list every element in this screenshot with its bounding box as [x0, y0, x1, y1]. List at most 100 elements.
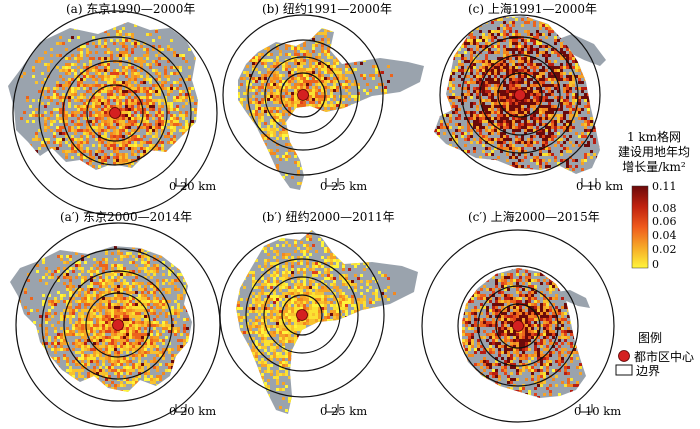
raster-cell	[479, 126, 482, 129]
raster-cell	[143, 192, 146, 195]
raster-cell	[92, 75, 95, 78]
raster-cell	[366, 83, 369, 86]
raster-cell	[44, 117, 47, 120]
raster-cell	[89, 156, 92, 159]
raster-cell	[560, 48, 563, 51]
raster-cell	[33, 333, 36, 336]
raster-cell	[137, 165, 140, 168]
raster-cell	[413, 51, 416, 54]
raster-cell	[270, 92, 273, 95]
panel-title: (a) 东京1990—2000年	[66, 2, 195, 16]
raster-cell	[527, 138, 530, 141]
raster-cell	[327, 47, 330, 50]
raster-cell	[366, 128, 369, 131]
raster-cell	[554, 183, 557, 186]
raster-cell	[548, 126, 551, 129]
raster-cell	[509, 27, 512, 30]
raster-cell	[348, 107, 351, 110]
raster-cell	[449, 30, 452, 33]
raster-cell	[68, 192, 71, 195]
raster-cell	[57, 270, 60, 273]
raster-cell	[587, 120, 590, 123]
raster-cell	[327, 95, 330, 98]
raster-cell	[140, 141, 143, 144]
raster-cell	[101, 75, 104, 78]
raster-cell	[167, 45, 170, 48]
raster-cell	[81, 297, 84, 300]
raster-cell	[65, 72, 68, 75]
raster-cell	[351, 104, 354, 107]
raster-cell	[273, 116, 276, 119]
raster-cell	[500, 150, 503, 153]
raster-cell	[158, 63, 161, 66]
raster-cell	[512, 24, 515, 27]
raster-cell	[258, 119, 261, 122]
raster-cell	[86, 126, 89, 129]
raster-cell	[533, 84, 536, 87]
raster-cell	[246, 71, 249, 74]
raster-cell	[137, 174, 140, 177]
raster-cell	[545, 141, 548, 144]
raster-cell	[536, 84, 539, 87]
raster-cell	[71, 156, 74, 159]
raster-cell	[464, 21, 467, 24]
raster-cell	[512, 144, 515, 147]
raster-cell	[107, 129, 110, 132]
raster-cell	[551, 66, 554, 69]
raster-cell	[324, 35, 327, 38]
raster-cell	[95, 84, 98, 87]
raster-cell	[518, 78, 521, 81]
raster-cell	[158, 99, 161, 102]
raster-cell	[557, 72, 560, 75]
raster-cell	[101, 90, 104, 93]
raster-cell	[179, 111, 182, 114]
raster-cell	[107, 123, 110, 126]
raster-cell	[116, 69, 119, 72]
raster-cell	[125, 54, 128, 57]
raster-cell	[434, 129, 437, 132]
raster-cell	[246, 125, 249, 128]
raster-cell	[273, 134, 276, 137]
raster-cell	[488, 93, 491, 96]
raster-cell	[185, 111, 188, 114]
raster-cell	[95, 174, 98, 177]
raster-cell	[149, 81, 152, 84]
raster-cell	[155, 168, 158, 170]
raster-cell	[548, 114, 551, 117]
raster-cell	[503, 36, 506, 39]
raster-cell	[512, 150, 515, 153]
raster-cell	[351, 137, 354, 140]
raster-cell	[512, 120, 515, 123]
raster-cell	[173, 126, 176, 129]
raster-cell	[551, 171, 554, 174]
raster-cell	[273, 86, 276, 89]
raster-cell	[63, 339, 66, 342]
raster-cell	[375, 116, 378, 119]
raster-cell	[539, 153, 542, 156]
raster-cell	[360, 74, 363, 77]
raster-cell	[98, 159, 101, 162]
raster-cell	[149, 93, 152, 96]
raster-cell	[104, 135, 107, 138]
raster-cell	[27, 279, 30, 282]
raster-cell	[608, 72, 611, 75]
raster-cell	[548, 27, 551, 30]
raster-cell	[557, 120, 560, 123]
raster-cell	[539, 93, 542, 96]
raster-cell	[146, 105, 149, 108]
raster-cell	[86, 168, 89, 170]
raster-cell	[512, 33, 515, 36]
raster-cell	[86, 84, 89, 87]
raster-cell	[569, 63, 572, 66]
raster-cell	[446, 69, 449, 72]
raster-cell	[533, 36, 536, 39]
raster-cell	[551, 48, 554, 51]
raster-cell	[279, 74, 282, 77]
raster-cell	[473, 51, 476, 54]
raster-cell	[512, 63, 515, 66]
raster-cell	[140, 69, 143, 72]
raster-cell	[515, 162, 518, 165]
raster-cell	[258, 89, 261, 92]
raster-cell	[512, 99, 515, 102]
raster-cell	[62, 42, 65, 45]
